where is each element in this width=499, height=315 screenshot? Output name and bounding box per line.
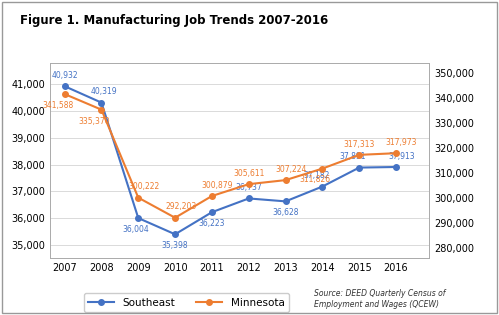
Text: 36,737: 36,737 [236,183,262,192]
Text: 307,224: 307,224 [275,165,307,174]
Text: 292,203: 292,203 [165,203,196,211]
Text: Figure 1. Manufacturing Job Trends 2007-2016: Figure 1. Manufacturing Job Trends 2007-… [20,14,328,27]
Minnesota [246,182,251,186]
Text: 305,611: 305,611 [233,169,264,178]
Minnesota [98,108,104,112]
Southeast [209,210,215,214]
Minnesota [393,151,399,155]
Text: 311,826: 311,826 [300,175,331,185]
Text: 300,879: 300,879 [202,181,233,190]
Text: Source: DEED Quarterly Census of
Employment and Wages (QCEW): Source: DEED Quarterly Census of Employm… [314,289,446,309]
Minnesota [135,196,141,199]
Southeast [62,84,68,88]
Legend: Southeast, Minnesota: Southeast, Minnesota [84,293,289,312]
Minnesota [209,194,215,198]
Text: 40,319: 40,319 [91,87,118,96]
Text: 35,398: 35,398 [162,241,189,250]
Minnesota [356,153,362,157]
Southeast [282,199,288,203]
Text: 341,588: 341,588 [42,101,73,110]
Text: 36,004: 36,004 [122,225,149,234]
Southeast [319,185,325,188]
Text: 37,182: 37,182 [303,171,330,180]
Text: 335,370: 335,370 [79,117,110,126]
Southeast [98,101,104,105]
Text: 37,891: 37,891 [339,152,365,161]
Line: Southeast: Southeast [62,83,399,237]
Southeast [356,166,362,169]
Line: Minnesota: Minnesota [62,91,399,220]
Text: 300,222: 300,222 [128,182,160,191]
Southeast [393,165,399,169]
Text: 317,973: 317,973 [386,138,417,147]
Southeast [135,216,141,220]
Minnesota [319,167,325,170]
Text: 36,223: 36,223 [199,219,225,228]
Minnesota [282,178,288,182]
Southeast [172,232,178,236]
Text: 37,913: 37,913 [388,152,415,161]
Text: 317,313: 317,313 [343,140,375,149]
Text: 36,628: 36,628 [272,208,299,217]
Minnesota [62,92,68,96]
Minnesota [172,216,178,220]
Southeast [246,197,251,200]
Text: 40,932: 40,932 [51,71,78,80]
